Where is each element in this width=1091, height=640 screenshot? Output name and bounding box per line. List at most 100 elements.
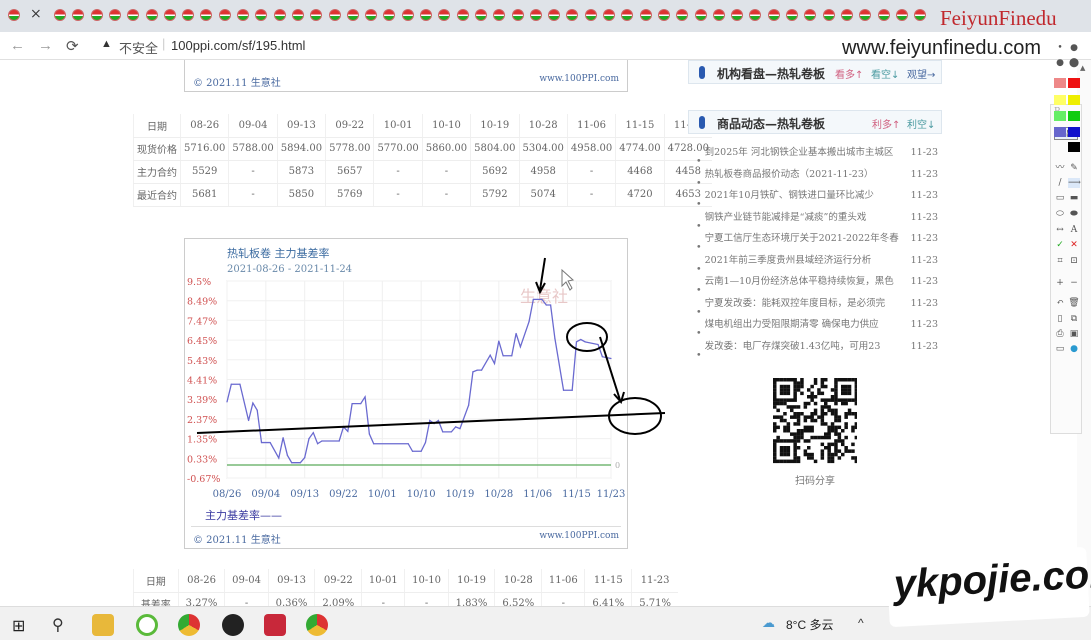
- filled-ellipse-icon[interactable]: ⬬: [1070, 209, 1078, 219]
- undo-icon[interactable]: ↶: [1056, 298, 1064, 308]
- tray-chevron-icon[interactable]: ^: [858, 616, 864, 630]
- tab-favicon[interactable]: [840, 9, 853, 21]
- print-icon[interactable]: ⎙: [1056, 329, 1064, 339]
- tab-favicon[interactable]: [438, 9, 451, 21]
- tab-favicon[interactable]: [90, 9, 103, 21]
- tab-favicon[interactable]: [859, 9, 872, 21]
- news-title[interactable]: 2021年前三季度贵州县域经济运行分析: [704, 254, 872, 266]
- news-title[interactable]: 发改委：电厂存煤突破1.43亿吨，可用23: [704, 340, 881, 352]
- tab-favicon[interactable]: [200, 9, 213, 21]
- tab-favicon[interactable]: [731, 9, 744, 21]
- tab-favicon[interactable]: [145, 9, 158, 21]
- bullish-link[interactable]: 看多↑: [835, 70, 864, 81]
- url-input[interactable]: 100ppi.com/sf/195.html: [171, 38, 306, 53]
- chart-site-link[interactable]: www.100PPI.com: [539, 531, 619, 541]
- tab-favicon[interactable]: [383, 9, 396, 21]
- tab-favicon[interactable]: [566, 9, 579, 21]
- color-red-light-swatch[interactable]: [1054, 78, 1066, 88]
- positive-link[interactable]: 利多↑: [872, 120, 901, 131]
- tab-favicon[interactable]: [291, 9, 304, 21]
- site-link[interactable]: www.100PPI.com: [539, 74, 619, 84]
- tab-favicon[interactable]: [694, 9, 707, 21]
- news-item[interactable]: • 钢铁产业链节能减排是“减痰”的重头戏 11-23: [696, 207, 940, 232]
- color-yellow-swatch[interactable]: [1068, 95, 1080, 105]
- color-blue-swatch[interactable]: [1068, 127, 1080, 137]
- news-item[interactable]: • 到2025年 河北钢铁企业基本搬出城市主城区 11-23: [696, 142, 940, 167]
- ie-browser-icon[interactable]: [136, 614, 158, 636]
- tab-favicon[interactable]: [621, 9, 634, 21]
- news-title[interactable]: 宁夏工信厅生态环境厅关于2021-2022年冬春: [704, 233, 899, 244]
- tab-favicon[interactable]: [584, 9, 597, 21]
- tab-favicon[interactable]: [786, 9, 798, 21]
- tab-close-button[interactable]: ×: [30, 6, 42, 22]
- dot-medium-icon[interactable]: ●: [1070, 43, 1078, 53]
- tab-favicon[interactable]: [218, 9, 231, 21]
- tab-favicon[interactable]: [511, 9, 524, 21]
- text-icon[interactable]: A: [1070, 225, 1078, 235]
- news-item[interactable]: • 热轧板卷商品报价动态（2021-11-23） 11-23: [696, 164, 940, 189]
- search-icon[interactable]: ⚲: [52, 617, 64, 634]
- app-wh6-icon[interactable]: [264, 614, 286, 636]
- bearish-link[interactable]: 看空↓: [871, 70, 900, 81]
- tab-favicon[interactable]: [8, 9, 20, 21]
- news-title[interactable]: 到2025年 河北钢铁企业基本搬出城市主城区: [704, 147, 894, 158]
- tab-favicon[interactable]: [529, 9, 542, 21]
- news-item[interactable]: • 2021年前三季度贵州县域经济运行分析 11-23: [696, 250, 940, 275]
- plus-icon[interactable]: +: [1056, 278, 1064, 288]
- tab-favicon[interactable]: [914, 9, 927, 21]
- tab-favicon[interactable]: [273, 9, 286, 21]
- trash-icon[interactable]: 🗑: [1068, 298, 1080, 308]
- arrow-icon[interactable]: ⟶: [1068, 178, 1081, 188]
- scroll-up-icon[interactable]: ▲: [1080, 64, 1086, 72]
- cross-icon[interactable]: ✕: [1070, 240, 1078, 250]
- tab-favicon[interactable]: [676, 9, 689, 21]
- news-item[interactable]: • 宁夏工信厅生态环境厅关于2021-2022年冬春 11-23: [696, 228, 940, 253]
- tab-favicon[interactable]: [493, 9, 506, 21]
- tab-favicon[interactable]: [420, 9, 432, 21]
- tab-favicon[interactable]: [548, 9, 561, 21]
- color-black-swatch[interactable]: [1068, 142, 1080, 152]
- crop-icon[interactable]: ⌗: [1057, 256, 1063, 266]
- tab-favicon[interactable]: [712, 9, 725, 21]
- dot-large-icon[interactable]: ●: [1056, 58, 1064, 68]
- news-title[interactable]: 宁夏发改委：能耗双控年度目标，是必须完: [704, 297, 886, 309]
- save-icon[interactable]: ▣: [1069, 329, 1079, 339]
- window-icon[interactable]: ▭: [1055, 344, 1065, 354]
- tab-favicon[interactable]: [365, 9, 378, 21]
- tab-favicon[interactable]: [237, 9, 249, 21]
- tab-favicon[interactable]: [657, 9, 670, 21]
- freehand-icon[interactable]: 〰: [1055, 163, 1065, 173]
- forward-icon[interactable]: →: [38, 37, 53, 54]
- back-icon[interactable]: ←: [10, 37, 25, 54]
- tab-favicon[interactable]: [456, 9, 469, 21]
- color-red-swatch[interactable]: [1068, 78, 1080, 88]
- tab-favicon[interactable]: [603, 9, 615, 21]
- tab-favicon[interactable]: [804, 9, 817, 21]
- zoom-region-icon[interactable]: ⊡: [1070, 256, 1078, 266]
- news-title[interactable]: 热轧板卷商品报价动态（2021-11-23）: [704, 168, 874, 180]
- negative-link[interactable]: 利空↓: [907, 120, 936, 131]
- tab-favicon[interactable]: [346, 9, 359, 21]
- news-item[interactable]: • 煤电机组出力受阻限期清零 确保电力供应 11-23: [696, 314, 940, 339]
- tab-favicon[interactable]: [108, 9, 121, 21]
- double-arrow-icon[interactable]: ↔: [1056, 225, 1064, 235]
- tab-favicon[interactable]: [767, 9, 780, 21]
- news-title[interactable]: 云南1—10月份经济总体平稳持续恢复，黑色: [704, 276, 894, 287]
- tab-favicon[interactable]: [72, 9, 85, 21]
- tab-favicon[interactable]: [822, 9, 835, 21]
- news-item[interactable]: • 宁夏发改委：能耗双控年度目标，是必须完 11-23: [696, 293, 940, 318]
- neutral-link[interactable]: 观望→: [907, 70, 936, 81]
- line-icon[interactable]: /: [1058, 178, 1062, 188]
- tab-favicon[interactable]: [310, 9, 323, 21]
- weather-text[interactable]: 8°C 多云: [786, 618, 834, 632]
- tab-favicon[interactable]: [255, 9, 268, 21]
- ellipse-icon[interactable]: ⬭: [1056, 209, 1064, 219]
- tab-favicon[interactable]: [182, 9, 195, 21]
- check-icon[interactable]: ✓: [1056, 240, 1064, 250]
- color-green-light-swatch[interactable]: [1054, 111, 1066, 121]
- color-yellow-light-swatch[interactable]: [1054, 95, 1066, 105]
- security-label[interactable]: 不安全: [119, 41, 159, 56]
- tab-favicon[interactable]: [54, 9, 66, 21]
- eraser-icon[interactable]: ✎: [1070, 163, 1078, 173]
- news-item[interactable]: • 云南1—10月份经济总体平稳持续恢复，黑色 11-23: [696, 271, 940, 296]
